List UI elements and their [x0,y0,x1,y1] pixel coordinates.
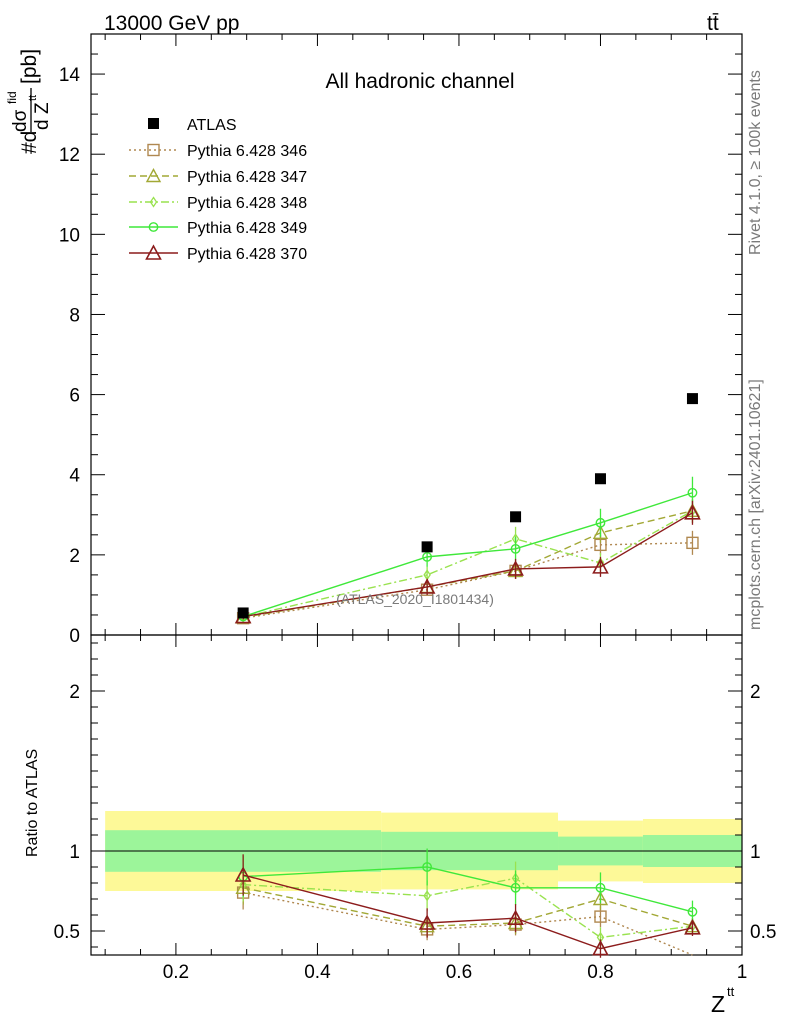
y-axis-label: #d dσ fid d Z tt [pb] [5,49,53,154]
series-marker [687,487,698,498]
y-tick-label: 12 [59,145,80,166]
series-layer [234,476,701,625]
process-label: tt̄ [707,12,719,35]
series-marker [510,543,521,554]
ratio-marker [234,866,252,882]
ratio-marker [418,914,436,930]
series-marker [507,560,524,576]
ratio-y-tick-label-right: 2 [750,682,761,703]
energy-label: 13000 GeV pp [104,12,239,35]
ratio-marker [592,939,609,956]
data-points [237,393,698,619]
analysis-watermark: (ATLAS_2020_I1801434) [336,591,494,607]
legend-marker-4 [145,244,162,260]
x-tick-label: 0.4 [304,962,331,983]
ratio-y-tick-label-right: 1 [750,842,761,863]
xlabel-tt: tt [727,984,735,999]
series-marker [592,558,609,574]
ratio-marker [422,862,433,872]
legend-label-atlas: ATLAS [187,117,237,134]
data-point [510,511,522,523]
legend-marker-2 [149,196,158,208]
ratio-series-layer [234,848,701,958]
ylabel-dsigma: dσ [10,109,31,132]
legend-label-349: Pythia 6.428 349 [187,220,307,237]
series-marker [595,517,606,528]
series-marker [592,524,609,540]
data-point [594,473,606,485]
ratio-y-tick-label: 1 [69,842,80,863]
ratio-marker [684,919,701,935]
x-axis-label: Z tt [711,984,735,1017]
series-marker [422,551,433,562]
ylabel-unit: [pb] [18,49,41,84]
ylabel-denom-d: d [32,119,53,130]
y-tick-label: 10 [59,225,80,246]
y-tick-label: 6 [69,386,80,407]
x-tick-label: 0.8 [587,962,613,983]
ylabel-fid: fid [5,91,19,104]
ratio-y-tick-label-right: 0.5 [750,922,776,943]
legend-marker-3 [148,222,159,232]
ratio-y-tick-label: 2 [69,682,80,703]
rivet-label: Rivet 4.1.0, ≥ 100k events [747,70,764,255]
x-tick-label: 0.6 [446,962,472,983]
ratio-y-tick-label: 0.5 [54,922,80,943]
series-marker [684,504,701,520]
legend: ATLAS Pythia 6.428 346 Pythia 6.428 347 … [129,117,307,263]
legend-label-346: Pythia 6.428 346 [187,143,307,160]
ylabel-denom-tt: tt [27,95,39,101]
x-tick-label: 0.2 [163,962,189,983]
ylabel-denom-z: Z [32,102,53,114]
y-tick-label: 0 [69,626,80,647]
ratio-y-axis-label: Ratio to ATLAS [24,749,41,857]
legend-marker-1 [145,168,162,183]
ratio-marker [423,890,431,902]
series-marker [686,536,699,550]
ratio-marker [510,882,521,893]
y-tick-label: 14 [59,65,81,86]
series-marker [418,578,436,594]
ratio-marker [595,882,606,893]
chart-title: All hadronic channel [325,70,514,93]
x-tick-label: 1 [737,962,748,983]
legend-marker-0 [147,143,160,157]
ratio-marker [592,891,609,906]
legend-marker-atlas [148,118,159,129]
y-tick-label: 8 [69,305,80,326]
data-point [686,393,698,405]
ylabel-prefix: #d [18,131,41,154]
data-point [421,541,433,553]
ratio-panel-frame [90,634,743,956]
legend-label-370: Pythia 6.428 370 [187,246,307,263]
legend-label-347: Pythia 6.428 347 [187,169,307,186]
data-point [237,607,249,619]
ratio-marker [507,909,524,926]
xlabel-z: Z [711,991,725,1017]
y-tick-label: 2 [69,546,80,567]
mcplots-label: mcplots.cern.ch [arXiv:2401.10621] [747,379,764,630]
legend-label-348: Pythia 6.428 348 [187,195,307,212]
y-tick-label: 4 [69,466,80,487]
ratio-marker [687,906,698,917]
ratio-marker [594,910,607,923]
